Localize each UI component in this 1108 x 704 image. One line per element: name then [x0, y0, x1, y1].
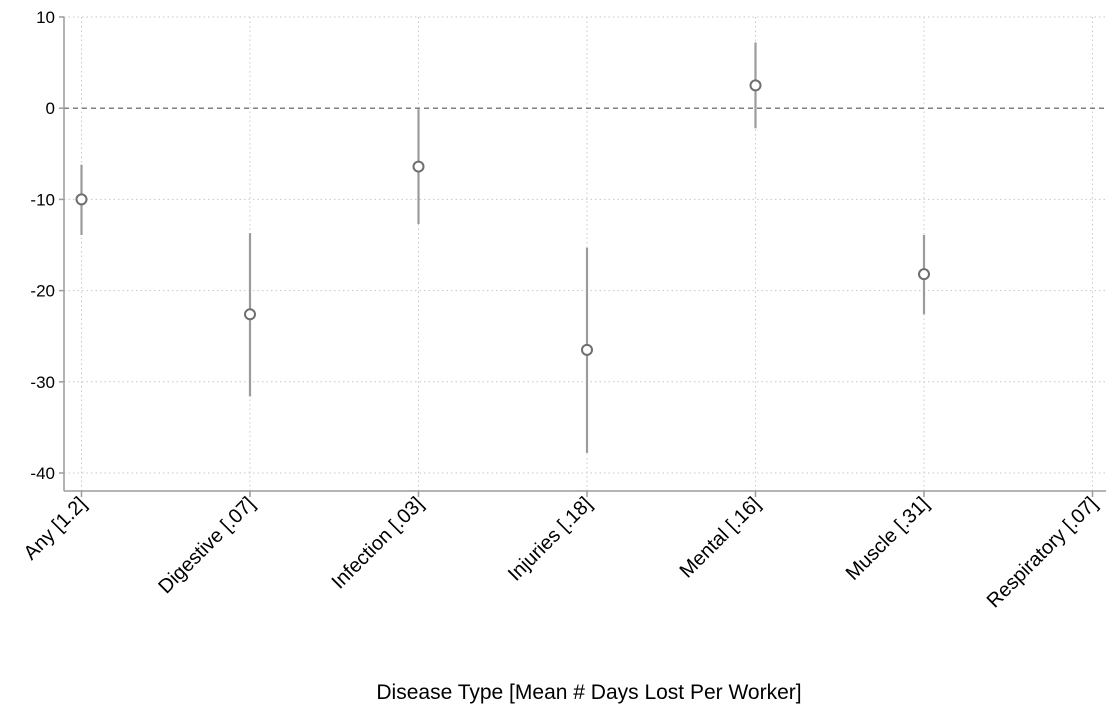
x-axis-ticks: Any [1.2] Digestive [.07] Infection [.03] I… — [20, 491, 1102, 612]
y-tick-label: -40 — [30, 464, 55, 483]
point-estimate — [749, 79, 762, 92]
point-estimate — [75, 193, 88, 206]
x-tick-label: Respiratory [.07] — [983, 493, 1102, 612]
y-tick-label: -30 — [30, 373, 55, 392]
y-tick-label: -10 — [30, 190, 55, 209]
y-tick-label: -20 — [30, 282, 55, 301]
y-tick-label: 0 — [46, 99, 55, 118]
point-estimate — [412, 160, 425, 173]
x-tick-label: Mental [.16] — [676, 493, 765, 582]
x-tick-label: Any [1.2] — [20, 493, 91, 564]
data-marks — [75, 42, 930, 453]
x-tick-label: Muscle [.31] — [842, 493, 934, 585]
x-tick-label: Digestive [.07] — [154, 493, 259, 598]
point-estimate — [581, 343, 593, 356]
y-axis-ticks: 10 0 -10 -20 -30 -40 — [30, 8, 64, 483]
x-axis-title: Disease Type [Mean # Days Lost Per Worke… — [376, 681, 801, 704]
point-estimate — [918, 268, 930, 281]
point-estimate — [244, 308, 256, 321]
x-tick-label: Injuries [.18] — [504, 493, 597, 586]
x-tick-label: Infection [.03] — [328, 493, 428, 593]
grid — [64, 16, 1106, 491]
y-tick-label: 10 — [36, 8, 55, 27]
